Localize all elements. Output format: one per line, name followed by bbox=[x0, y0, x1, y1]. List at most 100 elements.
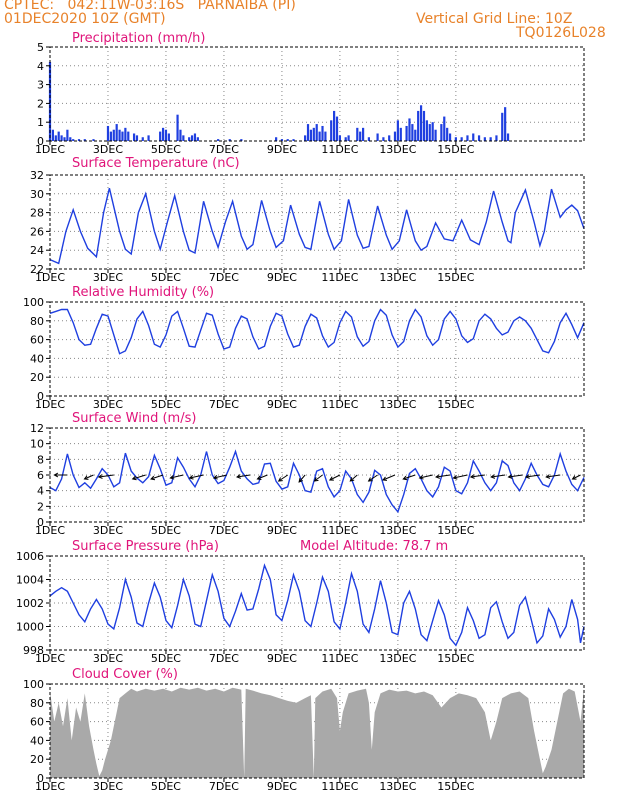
precip-bar bbox=[228, 139, 231, 141]
pres-x-tick-label: 15DEC bbox=[437, 652, 474, 665]
precip-y-tick-label: 1 bbox=[37, 116, 44, 129]
pres-x-tick-label: 3DEC bbox=[93, 652, 123, 665]
precip-bar bbox=[396, 120, 399, 141]
wind-x-tick-label: 7DEC bbox=[209, 524, 239, 537]
temp-y-tick-label: 22 bbox=[30, 263, 44, 276]
temp-title: Surface Temperature (nC) bbox=[72, 156, 240, 171]
wind-x-tick-label: 13DEC bbox=[379, 524, 416, 537]
wind-vector-arrow bbox=[328, 474, 341, 481]
precip-bar bbox=[454, 137, 457, 141]
precip-y-tick-label: 4 bbox=[37, 60, 44, 73]
cloud-panel: Cloud Cover (%) 0 20 40 60 80 100 1DEC 3DEC 5DEC 7… bbox=[23, 667, 585, 793]
precip-bar bbox=[309, 129, 313, 141]
precip-bar bbox=[399, 127, 402, 141]
wind-y-tick-label: 0 bbox=[37, 516, 44, 529]
precip-bar bbox=[376, 133, 379, 141]
precip-bar bbox=[124, 127, 127, 141]
precip-bar bbox=[196, 137, 199, 141]
precip-bar bbox=[127, 131, 130, 141]
precip-bar bbox=[304, 135, 307, 141]
wind-vector-arrow bbox=[490, 474, 506, 479]
precip-x-tick-label: 13DEC bbox=[379, 143, 416, 156]
precip-bar bbox=[335, 116, 339, 141]
precip-bar bbox=[466, 135, 469, 141]
precip-bar bbox=[54, 135, 57, 141]
wind-panel: Surface Wind (m/s) 0 2 4 6 8 10 12 1DEC 3DEC 5DEC 7… bbox=[30, 411, 585, 537]
cloud-title: Cloud Cover (%) bbox=[72, 667, 178, 682]
precip-bar bbox=[118, 129, 121, 141]
cloud-x-tick-label: 13DEC bbox=[379, 780, 416, 793]
rh-series-line bbox=[49, 308, 585, 355]
wind-y-tick-label: 6 bbox=[37, 469, 44, 482]
precip-bar bbox=[443, 116, 446, 141]
wind-x-tick-label: 11DEC bbox=[321, 524, 358, 537]
grid-line-note: Vertical Grid Line: 10Z bbox=[416, 11, 573, 27]
wind-vector-arrow bbox=[402, 474, 416, 481]
rh-x-tick-label: 3DEC bbox=[93, 398, 123, 411]
pres-annotation: Model Altitude: 78.7 m bbox=[300, 539, 448, 554]
rh-panel: Relative Humidity (%) 0 20 40 60 80 100 1DEC 3DE… bbox=[23, 285, 585, 411]
temp-x-tick-label: 11DEC bbox=[321, 271, 358, 284]
precip-bar bbox=[132, 133, 136, 141]
cloud-x-tick-label: 15DEC bbox=[437, 780, 474, 793]
wind-frame bbox=[49, 427, 585, 523]
precip-bar bbox=[147, 135, 150, 141]
wind-vector-arrow bbox=[188, 474, 204, 480]
precip-bar bbox=[428, 124, 431, 141]
rh-x-tick-label: 13DEC bbox=[379, 398, 416, 411]
precip-bar bbox=[501, 112, 504, 141]
precip-bar bbox=[312, 127, 315, 141]
wind-vector-arrow bbox=[256, 474, 268, 480]
temp-y-tick-label: 26 bbox=[30, 225, 44, 238]
wind-y-tick-label: 12 bbox=[30, 422, 44, 435]
cloud-y-tick-label: 80 bbox=[30, 697, 44, 710]
precip-x-tick-label: 1DEC bbox=[35, 143, 65, 156]
precip-bar bbox=[356, 127, 359, 141]
precip-bar bbox=[159, 131, 162, 141]
wind-y-tick-label: 10 bbox=[30, 438, 44, 451]
precip-bar bbox=[382, 137, 385, 141]
pres-x-tick-label: 1DEC bbox=[35, 652, 65, 665]
wind-vector-arrow bbox=[367, 474, 378, 482]
pres-y-tick-label: 1000 bbox=[16, 621, 44, 634]
precip-bar bbox=[193, 133, 197, 141]
wind-vector-arrow bbox=[277, 474, 288, 482]
precip-bar bbox=[179, 129, 182, 141]
rh-x-tick-label: 9DEC bbox=[267, 398, 297, 411]
temp-series-line bbox=[49, 187, 585, 265]
cloud-y-tick-label: 0 bbox=[37, 772, 44, 785]
precip-y-tick-label: 5 bbox=[37, 41, 44, 54]
precip-bar bbox=[425, 120, 428, 141]
wind-y-tick-label: 8 bbox=[37, 453, 44, 466]
precip-bar bbox=[106, 125, 110, 141]
precip-bar bbox=[66, 129, 69, 141]
wind-vector-arrow bbox=[298, 474, 306, 483]
rh-y-tick-label: 40 bbox=[30, 352, 44, 365]
wind-vector-arrow bbox=[435, 474, 451, 479]
cloud-x-tick-label: 7DEC bbox=[209, 780, 239, 793]
precip-bar bbox=[63, 137, 66, 141]
precip-x-tick-label: 11DEC bbox=[321, 143, 358, 156]
precip-bar bbox=[446, 127, 449, 141]
wind-vector-arrow bbox=[97, 474, 114, 479]
wind-x-tick-label: 3DEC bbox=[93, 524, 123, 537]
precip-bar bbox=[318, 131, 321, 141]
cloud-y-tick-label: 60 bbox=[30, 716, 44, 729]
cloud-x-tick-label: 9DEC bbox=[267, 780, 297, 793]
precip-bar bbox=[411, 124, 414, 141]
run-time: 01DEC2020 10Z (GMT) bbox=[4, 11, 166, 27]
pres-y-tick-label: 1006 bbox=[16, 550, 44, 563]
precip-bar bbox=[115, 124, 118, 141]
wind-vector-arrow bbox=[571, 474, 581, 480]
wind-vector-arrow bbox=[507, 474, 523, 479]
pres-y-tick-label: 1002 bbox=[16, 597, 44, 610]
wind-vector-arrow bbox=[150, 474, 164, 481]
precip-bar bbox=[393, 131, 397, 141]
temp-x-tick-label: 3DEC bbox=[93, 271, 123, 284]
precip-bar bbox=[240, 139, 243, 141]
wind-vector-arrow bbox=[545, 474, 561, 479]
precip-bar bbox=[477, 135, 481, 141]
wind-vector-arrow bbox=[313, 474, 323, 482]
temp-panel: Surface Temperature (nC) 22 24 26 28 30 32 1DEC… bbox=[30, 156, 585, 284]
precip-bar bbox=[431, 122, 434, 141]
